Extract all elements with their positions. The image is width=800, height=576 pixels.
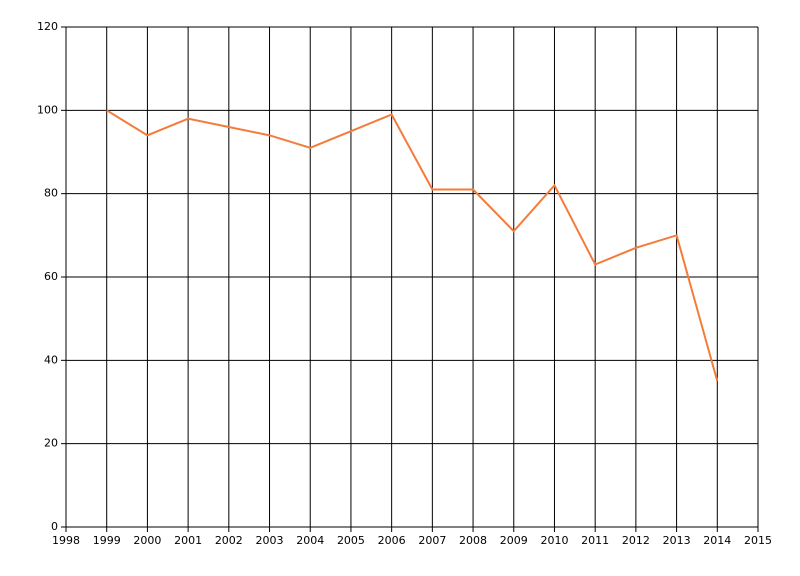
x-tick-label: 2006 [378, 534, 406, 547]
x-tick-label: 2003 [256, 534, 284, 547]
x-tick-label: 2000 [133, 534, 161, 547]
y-tick-label: 120 [37, 20, 58, 33]
x-tick-label: 2008 [459, 534, 487, 547]
x-tick-label: 2007 [418, 534, 446, 547]
x-tick-label: 1998 [52, 534, 80, 547]
x-tick-label: 1999 [93, 534, 121, 547]
x-tick-label: 2009 [500, 534, 528, 547]
y-tick-label: 0 [51, 520, 58, 533]
y-tick-label: 60 [44, 270, 58, 283]
x-tick-label: 2012 [622, 534, 650, 547]
x-tick-label: 2002 [215, 534, 243, 547]
x-tick-label: 2015 [744, 534, 772, 547]
x-tick-label: 2011 [581, 534, 609, 547]
data-line [106, 109, 719, 382]
x-tick-label: 2004 [296, 534, 324, 547]
x-tick-label: 2010 [540, 534, 568, 547]
y-tick-label: 40 [44, 353, 58, 366]
y-tick-label: 100 [37, 103, 58, 116]
y-tick-label: 20 [44, 437, 58, 450]
x-tick-label: 2001 [174, 534, 202, 547]
y-tick-label: 80 [44, 187, 58, 200]
x-tick-label: 2013 [663, 534, 691, 547]
x-tick-label: 2005 [337, 534, 365, 547]
x-tick-label: 2014 [703, 534, 731, 547]
